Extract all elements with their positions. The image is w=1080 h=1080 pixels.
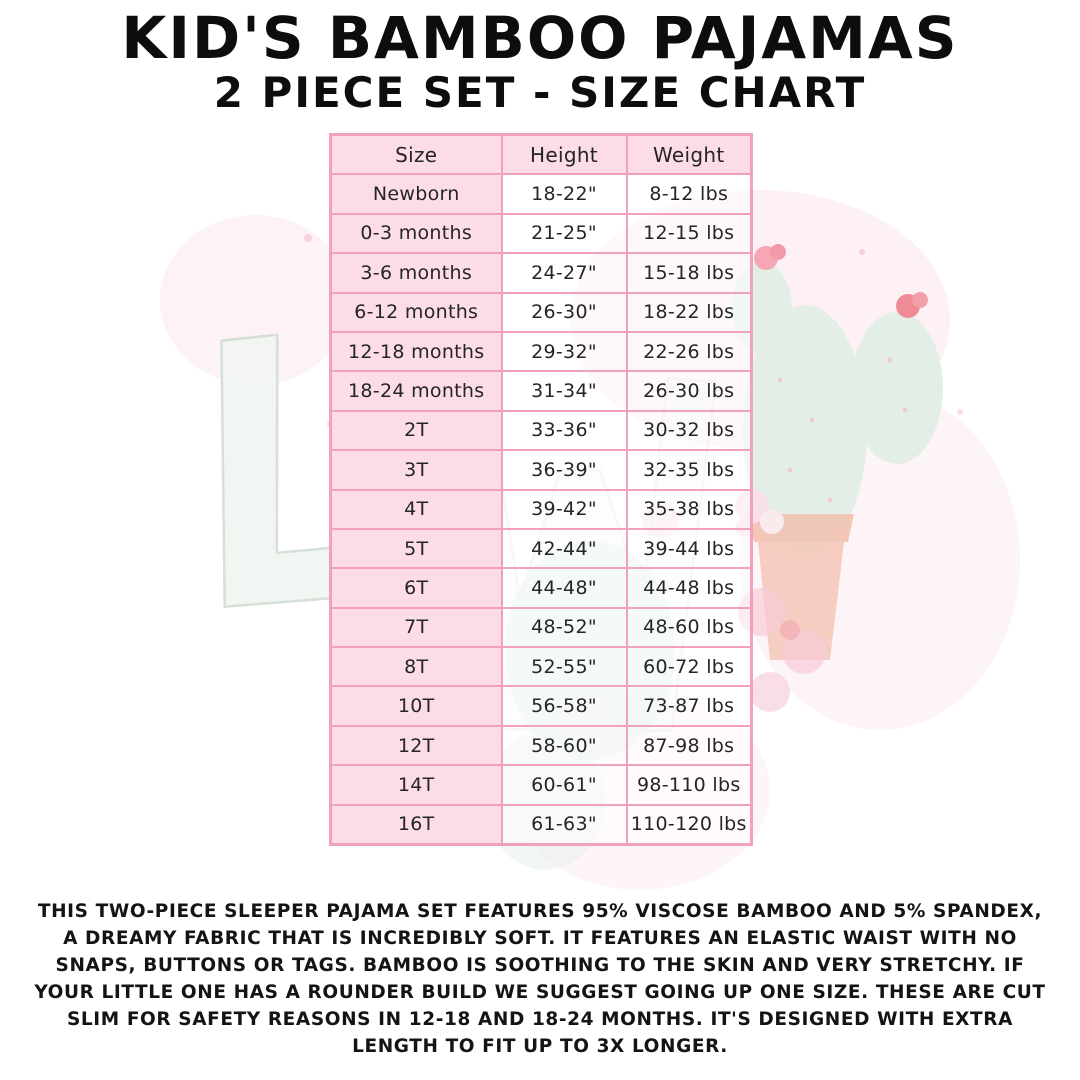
cell-weight: 48-60 lbs xyxy=(625,606,753,649)
table-row: 4T 39-42" 35-38 lbs xyxy=(329,488,753,530)
cell-size: 14T xyxy=(329,764,503,806)
cell-weight: 18-22 lbs xyxy=(625,291,753,333)
cell-size: 4T xyxy=(329,488,503,530)
table-row: 5T 42-44" 39-44 lbs xyxy=(329,527,753,570)
cell-size: 16T xyxy=(329,803,503,846)
cell-weight: 98-110 lbs xyxy=(625,764,753,806)
column-header-height: Height xyxy=(500,133,628,176)
cell-weight: 60-72 lbs xyxy=(625,646,753,688)
cell-weight: 12-15 lbs xyxy=(625,212,753,255)
cell-weight: 30-32 lbs xyxy=(625,409,753,452)
cell-size: Newborn xyxy=(329,173,503,215)
table-row: 12-18 months 29-32" 22-26 lbs xyxy=(329,330,753,373)
table-row: 3T 36-39" 32-35 lbs xyxy=(329,449,753,491)
table-row: 6T 44-48" 44-48 lbs xyxy=(329,567,753,609)
column-header-weight: Weight xyxy=(625,133,753,176)
watermark-cactus xyxy=(732,244,943,555)
column-header-size: Size xyxy=(329,133,503,176)
cell-height: 52-55" xyxy=(500,646,628,688)
cell-height: 36-39" xyxy=(500,449,628,491)
cell-weight: 73-87 lbs xyxy=(625,685,753,727)
cell-size: 6-12 months xyxy=(329,291,503,333)
table-row: 16T 61-63" 110-120 lbs xyxy=(329,803,753,846)
table-row: 2T 33-36" 30-32 lbs xyxy=(329,409,753,452)
cell-height: 31-34" xyxy=(500,370,628,412)
cell-size: 2T xyxy=(329,409,503,452)
cell-size: 6T xyxy=(329,567,503,609)
cell-height: 33-36" xyxy=(500,409,628,452)
cell-height: 60-61" xyxy=(500,764,628,806)
table-row: 8T 52-55" 60-72 lbs xyxy=(329,646,753,688)
cell-height: 56-58" xyxy=(500,685,628,727)
table-row: 7T 48-52" 48-60 lbs xyxy=(329,606,753,649)
cell-height: 42-44" xyxy=(500,527,628,570)
table-row: 3-6 months 24-27" 15-18 lbs xyxy=(329,252,753,294)
cell-size: 5T xyxy=(329,527,503,570)
cell-weight: 15-18 lbs xyxy=(625,252,753,294)
cell-size: 12-18 months xyxy=(329,330,503,373)
cell-height: 26-30" xyxy=(500,291,628,333)
cell-height: 21-25" xyxy=(500,212,628,255)
table-row: 18-24 months 31-34" 26-30 lbs xyxy=(329,370,753,412)
table-row: Newborn 18-22" 8-12 lbs xyxy=(329,173,753,215)
cell-height: 44-48" xyxy=(500,567,628,609)
cell-height: 29-32" xyxy=(500,330,628,373)
cell-height: 61-63" xyxy=(500,803,628,846)
cell-size: 8T xyxy=(329,646,503,688)
cell-height: 39-42" xyxy=(500,488,628,530)
cell-height: 58-60" xyxy=(500,724,628,767)
page-title: KID'S BAMBOO PAJAMAS xyxy=(121,4,959,72)
cell-size: 7T xyxy=(329,606,503,649)
header: KID'S BAMBOO PAJAMAS 2 PIECE SET - SIZE … xyxy=(0,8,1080,115)
cell-weight: 44-48 lbs xyxy=(625,567,753,609)
cell-weight: 8-12 lbs xyxy=(625,173,753,215)
cell-height: 18-22" xyxy=(500,173,628,215)
table-row: 6-12 months 26-30" 18-22 lbs xyxy=(329,291,753,333)
cell-size: 10T xyxy=(329,685,503,727)
size-chart-header: Size Height Weight xyxy=(329,133,753,176)
cell-weight: 22-26 lbs xyxy=(625,330,753,373)
watermark-cactus-flowers xyxy=(754,244,928,318)
cell-weight: 110-120 lbs xyxy=(625,803,753,846)
table-row: 10T 56-58" 73-87 lbs xyxy=(329,685,753,727)
page-subtitle: 2 PIECE SET - SIZE CHART xyxy=(213,67,867,117)
cell-size: 3T xyxy=(329,449,503,491)
cell-size: 12T xyxy=(329,724,503,767)
cell-size: 3-6 months xyxy=(329,252,503,294)
cell-size: 0-3 months xyxy=(329,212,503,255)
cell-height: 24-27" xyxy=(500,252,628,294)
cell-size: 18-24 months xyxy=(329,370,503,412)
table-row: 0-3 months 21-25" 12-15 lbs xyxy=(329,212,753,255)
cell-weight: 87-98 lbs xyxy=(625,724,753,767)
size-chart-table: Size Height Weight Newborn 18-22" 8-12 lbs… xyxy=(329,133,753,847)
table-row: 12T 58-60" 87-98 lbs xyxy=(329,724,753,767)
cell-height: 48-52" xyxy=(500,606,628,649)
product-description: THIS TWO-PIECE SLEEPER PAJAMA SET FEATUR… xyxy=(34,901,1046,1057)
cell-weight: 26-30 lbs xyxy=(625,370,753,412)
table-row: 14T 60-61" 98-110 lbs xyxy=(329,764,753,806)
cell-weight: 35-38 lbs xyxy=(625,488,753,530)
header-row: Size Height Weight xyxy=(329,133,753,176)
cell-weight: 32-35 lbs xyxy=(625,449,753,491)
size-chart-body: Newborn 18-22" 8-12 lbs 0-3 months 21-25" 12-… xyxy=(329,173,753,846)
cell-weight: 39-44 lbs xyxy=(625,527,753,570)
